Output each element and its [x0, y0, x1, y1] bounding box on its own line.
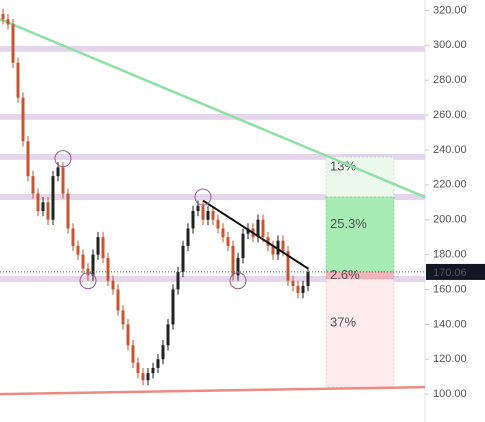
- candle-body: [246, 228, 250, 234]
- candle-body: [166, 324, 170, 346]
- candle-body: [76, 245, 80, 255]
- candle-body: [256, 219, 260, 238]
- candle-body: [291, 280, 295, 286]
- candle-body: [286, 251, 290, 281]
- pivot-marker: [229, 272, 247, 290]
- candle-body: [156, 359, 160, 368]
- candle-body: [206, 211, 210, 220]
- pivot-marker: [194, 188, 212, 206]
- candle-body: [41, 202, 45, 211]
- candle-body: [181, 245, 185, 273]
- candle-body: [121, 310, 125, 325]
- candle-body: [51, 176, 55, 220]
- candle-body: [131, 345, 135, 363]
- zone: [325, 156, 395, 198]
- candle-body: [1, 13, 5, 20]
- candle-body: [126, 324, 130, 346]
- zone-label: 37%: [330, 315, 356, 330]
- candle-body: [61, 167, 65, 194]
- candle-body: [116, 289, 120, 311]
- candle-body: [136, 362, 140, 374]
- y-tick-label: 120.00: [433, 353, 467, 365]
- price-tag: [426, 263, 485, 280]
- candle-body: [21, 97, 25, 142]
- candle-body: [281, 240, 285, 252]
- trend-line: [0, 385, 426, 396]
- y-tick-label: 160.00: [433, 283, 467, 295]
- candle-body: [151, 367, 155, 374]
- candle-body: [221, 228, 225, 238]
- candle-body: [196, 205, 200, 211]
- candle-body: [46, 202, 50, 220]
- candle-body: [241, 233, 245, 259]
- candle-body: [146, 373, 150, 381]
- segment-line: [202, 199, 309, 270]
- candle-body: [81, 254, 85, 269]
- candle-body: [141, 373, 145, 381]
- pivot-marker: [54, 150, 72, 168]
- zone-label: 25.3%: [330, 216, 367, 231]
- pivot-marker: [79, 272, 97, 290]
- candle-body: [66, 193, 70, 229]
- candle-body: [31, 176, 35, 194]
- y-tick-label: 180.00: [433, 249, 467, 261]
- candle-body: [261, 219, 265, 238]
- candle-body: [231, 245, 235, 276]
- candle-body: [11, 24, 15, 63]
- y-tick-label: 240.00: [433, 144, 467, 156]
- candle-body: [296, 285, 300, 293]
- candle-body: [111, 280, 115, 290]
- candle-body: [271, 245, 275, 255]
- y-tick-label: 100.00: [433, 388, 467, 400]
- y-tick-label: 220.00: [433, 179, 467, 191]
- candle-body: [301, 285, 305, 293]
- level-band: [0, 45, 425, 52]
- y-tick-label: 260.00: [433, 109, 467, 121]
- candle-body: [201, 205, 205, 220]
- candle-body: [6, 19, 10, 25]
- candle-body: [56, 167, 60, 177]
- y-tick-label: 320.00: [433, 4, 467, 16]
- candle-body: [176, 272, 180, 290]
- candle-body: [191, 211, 195, 229]
- level-band: [0, 153, 425, 160]
- candle-body: [86, 268, 90, 276]
- trend-line: [0, 18, 426, 199]
- candle-body: [91, 254, 95, 276]
- candle-body: [161, 345, 165, 360]
- level-band: [0, 276, 425, 283]
- candle-body: [171, 289, 175, 325]
- candle-body: [186, 228, 190, 246]
- candle-body: [216, 219, 220, 229]
- level-band: [0, 113, 425, 120]
- candle-body: [226, 237, 230, 246]
- zone-label: 2.6%: [330, 267, 360, 282]
- zone: [325, 196, 395, 273]
- zone-label: 13%: [330, 158, 356, 173]
- level-band: [0, 194, 425, 201]
- candle-body: [101, 237, 105, 259]
- candle-body: [96, 237, 100, 255]
- candle-body: [236, 258, 240, 276]
- price-label: 170.06: [433, 267, 467, 279]
- candle-body: [306, 271, 310, 286]
- candle-body: [276, 240, 280, 255]
- candle-body: [26, 141, 30, 177]
- y-tick-label: 140.00: [433, 318, 467, 330]
- y-tick-label: 300.00: [433, 39, 467, 51]
- candle-body: [211, 211, 215, 220]
- candle-body: [36, 193, 40, 211]
- candle-body: [106, 258, 110, 281]
- plot: 100.00 120.00 140.00 160.00 180.00 200.00 220.…: [0, 4, 467, 400]
- candle-body: [16, 62, 20, 98]
- candle-body: [71, 228, 75, 246]
- zone: [325, 278, 395, 388]
- y-tick-label: 200.00: [433, 214, 467, 226]
- y-tick-label: 280.00: [433, 74, 467, 86]
